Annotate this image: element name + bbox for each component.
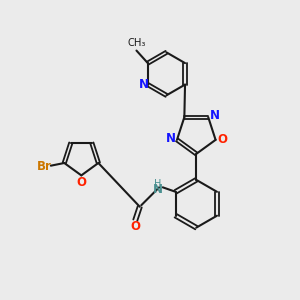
Text: N: N [139,78,148,91]
Text: H: H [154,179,161,189]
Text: O: O [217,134,227,146]
Text: O: O [130,220,140,233]
Text: CH₃: CH₃ [127,38,146,48]
Text: N: N [153,183,163,196]
Text: O: O [76,176,86,189]
Text: N: N [165,132,176,145]
Text: N: N [210,109,220,122]
Text: Br: Br [37,160,52,173]
